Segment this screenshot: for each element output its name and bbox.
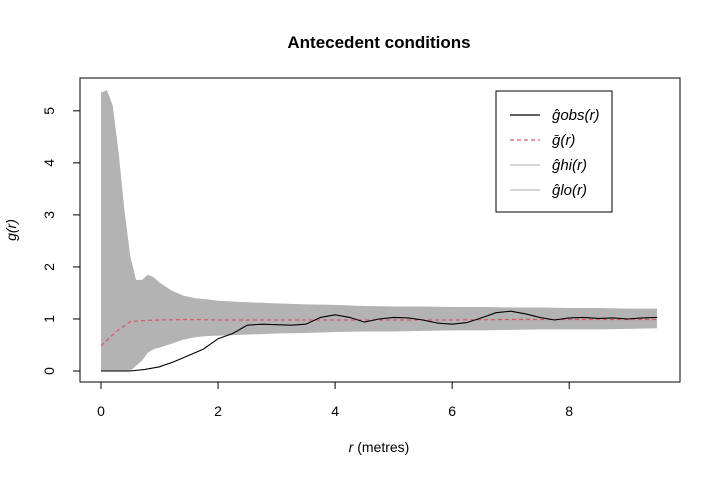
x-tick-label: 4	[331, 403, 339, 419]
legend: ĝobs(r) ḡ(r) ĝhi(r) ĝlo(r)	[495, 90, 613, 213]
y-tick-label: 4	[41, 159, 57, 167]
legend-label: ĝhi(r)	[552, 157, 587, 174]
envelope-band	[101, 90, 657, 371]
x-tick-label: 2	[214, 403, 222, 419]
legend-label: ĝobs(r)	[552, 107, 600, 124]
x-tick-label: 8	[565, 403, 573, 419]
legend-box	[495, 90, 613, 213]
x-tick-label: 6	[448, 403, 456, 419]
y-tick-label: 2	[41, 263, 57, 271]
y-tick-label: 1	[41, 315, 57, 323]
chart-title: Antecedent conditions	[287, 33, 470, 52]
y-tick-label: 3	[41, 211, 57, 219]
x-axis-label: r (metres)	[349, 439, 410, 455]
x-tick-label: 0	[97, 403, 105, 419]
y-tick-label: 0	[41, 367, 57, 375]
legend-label: ḡ(r)	[552, 132, 575, 149]
y-axis: 0 1 2 3 4 5	[41, 107, 81, 375]
y-tick-label: 5	[41, 107, 57, 115]
y-axis-label: g(r)	[3, 219, 19, 241]
legend-label: ĝlo(r)	[552, 182, 587, 199]
x-axis: 0 2 4 6 8	[97, 381, 573, 419]
observed-line	[101, 310, 658, 372]
